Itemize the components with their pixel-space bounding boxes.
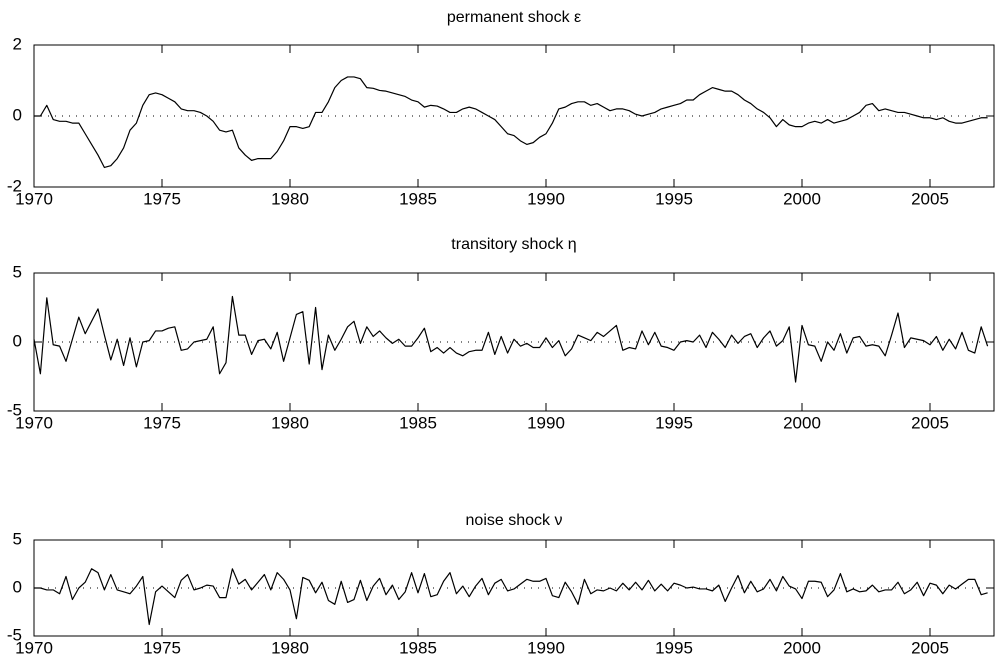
series-line — [34, 568, 988, 626]
panel-title: transitory shock η — [451, 236, 576, 253]
x-tick-label: 1975 — [143, 413, 181, 432]
x-tick-label: 1970 — [15, 638, 53, 657]
x-tick-label: 1995 — [655, 189, 693, 208]
axes-frame — [33, 44, 995, 188]
x-tick-label: 1990 — [527, 638, 565, 657]
x-tick-label: 2005 — [911, 638, 949, 657]
y-tick-label: 0 — [13, 331, 22, 350]
y-tick-label: 5 — [13, 529, 22, 548]
x-tick-label: 1990 — [527, 413, 565, 432]
axes-frame — [33, 272, 995, 412]
x-tick-label: 2000 — [783, 413, 821, 432]
y-tick-label: -5 — [7, 400, 22, 419]
y-tick-label: 0 — [13, 577, 22, 596]
x-tick-label: 1975 — [143, 638, 181, 657]
panel-title: permanent shock ε — [447, 9, 581, 26]
x-tick-label: 1985 — [399, 413, 437, 432]
y-tick-label: 0 — [13, 105, 22, 124]
y-tick-label: 5 — [13, 262, 22, 281]
x-tick-label: 1980 — [271, 413, 309, 432]
x-tick-label: 2005 — [911, 189, 949, 208]
y-tick-label: 2 — [13, 34, 22, 53]
x-tick-label: 1975 — [143, 189, 181, 208]
x-tick-label: 1985 — [399, 189, 437, 208]
x-tick-label: 1980 — [271, 189, 309, 208]
x-tick-label: 1980 — [271, 638, 309, 657]
x-tick-label: 1985 — [399, 638, 437, 657]
x-tick-label: 1990 — [527, 189, 565, 208]
x-tick-label: 1970 — [15, 189, 53, 208]
y-tick-label: -5 — [7, 625, 22, 644]
x-tick-label: 2000 — [783, 189, 821, 208]
x-tick-label: 1995 — [655, 413, 693, 432]
x-tick-label: 2005 — [911, 413, 949, 432]
panel-title: noise shock ν — [466, 512, 563, 529]
y-tick-label: -2 — [7, 176, 22, 195]
x-tick-label: 1995 — [655, 638, 693, 657]
series-line — [33, 295, 989, 383]
series-line — [34, 76, 988, 169]
x-tick-label: 1970 — [15, 413, 53, 432]
x-tick-label: 2000 — [783, 638, 821, 657]
